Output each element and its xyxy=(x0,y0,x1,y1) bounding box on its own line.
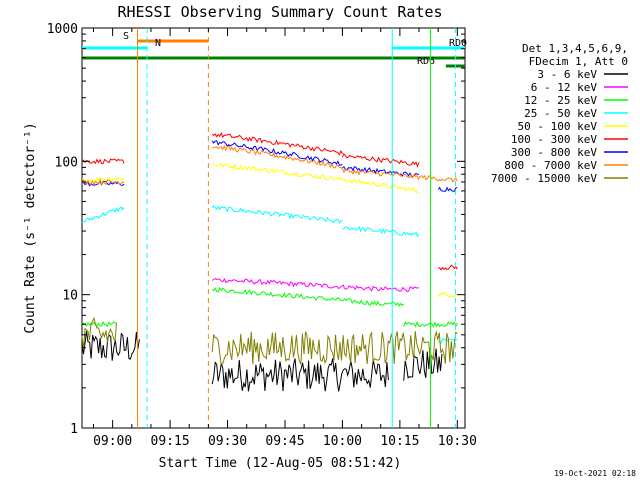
x-tick-label: 10:00 xyxy=(323,434,362,449)
x-tick-label: 09:15 xyxy=(151,434,190,449)
series-line-segment xyxy=(211,287,381,307)
legend-label-1: 6 - 12 keV xyxy=(531,81,598,94)
series-line-segment xyxy=(212,144,343,170)
y-tick-label: 10 xyxy=(62,289,78,304)
series-line-segment xyxy=(341,168,458,183)
series-line-segment xyxy=(81,176,125,184)
y-axis-title: Count Rate (s⁻¹ detector⁻¹) xyxy=(23,122,38,333)
series-line-segment xyxy=(211,205,343,224)
series-line-segment xyxy=(403,348,443,381)
series-line-segment xyxy=(342,225,420,238)
series-line-segment xyxy=(81,316,117,350)
series-line-segment xyxy=(380,286,420,293)
series-line-segment xyxy=(342,165,420,178)
series-line-segment xyxy=(81,178,125,186)
series-line-segment xyxy=(437,186,458,192)
series-line-segment xyxy=(341,152,420,168)
flag-label-N: N xyxy=(155,38,161,49)
series-line-segment xyxy=(211,131,343,156)
legend-label-0: 3 - 6 keV xyxy=(537,68,597,81)
x-tick-label: 09:30 xyxy=(208,434,247,449)
series-line-segment xyxy=(81,331,140,361)
y-tick-label: 100 xyxy=(55,155,78,170)
series-3-6keV xyxy=(81,331,443,392)
series-line-segment xyxy=(211,277,382,292)
series-line-segment xyxy=(437,292,458,298)
footer-date: 19-Oct-2021 02:18 xyxy=(554,469,636,478)
series-line-segment xyxy=(211,140,343,166)
series-line-segment xyxy=(212,162,420,194)
plot-frame xyxy=(81,27,466,429)
legend-label-5: 100 - 300 keV xyxy=(511,133,597,146)
legend-label-8: 7000 - 15000 keV xyxy=(491,172,597,185)
legend-label-4: 50 - 100 keV xyxy=(518,120,598,133)
x-axis-title: Start Time (12-Aug-05 08:51:42) xyxy=(159,456,402,471)
flag-label-S: S xyxy=(123,31,129,42)
legend-header-line-2: FDecim 1, Att 0 xyxy=(529,55,628,68)
series-line-segment xyxy=(81,320,117,328)
series-line-segment xyxy=(211,358,389,392)
series-6-12keV xyxy=(211,277,420,293)
flag-label-RD0: RD0 xyxy=(449,38,467,49)
flag-label-RD6: RD6 xyxy=(417,56,435,67)
chart-title: RHESSI Observing Summary Count Rates xyxy=(117,3,442,21)
x-tick-label: 09:00 xyxy=(93,434,132,449)
series-50-100keV xyxy=(81,162,458,298)
x-tick-label: 09:45 xyxy=(265,434,304,449)
legend-header-line-1: Det 1,3,4,5,6,9, xyxy=(522,42,628,55)
series-line-segment xyxy=(211,330,458,365)
series-line-segment xyxy=(438,264,458,271)
series-100-300keV xyxy=(81,131,458,271)
series-line-segment xyxy=(81,206,125,223)
series-800-7000keV xyxy=(81,144,458,186)
x-tick-label: 10:15 xyxy=(380,434,419,449)
x-tick-label: 10:30 xyxy=(438,434,477,449)
series-line-segment xyxy=(437,337,458,344)
legend-label-2: 12 - 25 keV xyxy=(524,94,597,107)
legend-label-6: 300 - 800 keV xyxy=(511,146,597,159)
legend-label-3: 25 - 50 keV xyxy=(524,107,597,120)
series-7000-15000keV xyxy=(81,316,458,365)
y-tick-label: 1 xyxy=(70,422,78,437)
y-tick-label: 1000 xyxy=(47,22,78,37)
legend-label-7: 800 - 7000 keV xyxy=(504,159,597,172)
series-25-50keV xyxy=(81,205,458,344)
series-line-segment xyxy=(81,158,125,165)
